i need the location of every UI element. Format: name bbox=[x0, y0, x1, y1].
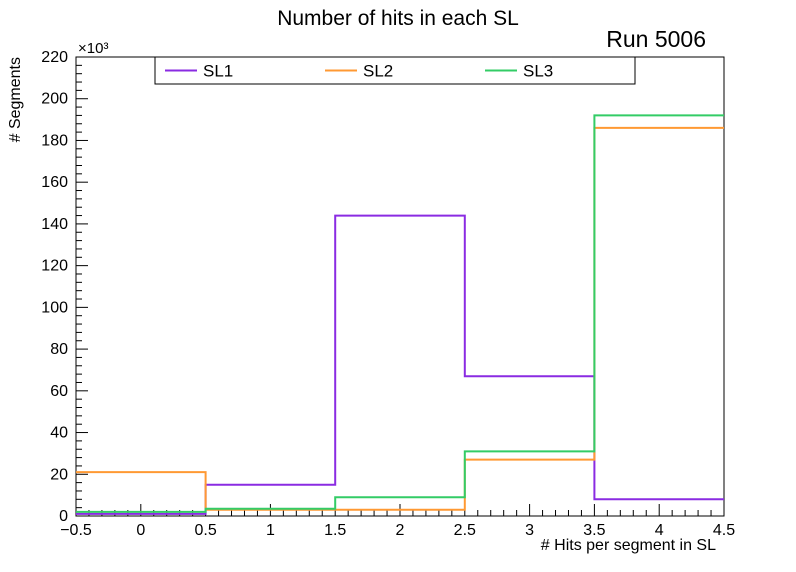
series-line-sl3 bbox=[76, 114, 724, 513]
y-tick-label: 140 bbox=[41, 216, 68, 233]
y-tick-label: 220 bbox=[41, 49, 68, 66]
chart-title: Number of hits in each SL bbox=[277, 7, 519, 30]
plot-frame bbox=[75, 56, 725, 517]
run-label: Run 5006 bbox=[606, 26, 706, 52]
legend-label-sl2: SL2 bbox=[363, 62, 393, 81]
y-tick-label: 0 bbox=[59, 508, 68, 525]
y-axis-multiplier: ×10³ bbox=[78, 40, 108, 57]
y-tick-label: 200 bbox=[41, 91, 68, 108]
y-tick-label: 80 bbox=[50, 341, 68, 358]
legend-label-sl1: SL1 bbox=[203, 62, 233, 81]
x-tick-label: 2 bbox=[396, 522, 405, 539]
y-tick-label: 180 bbox=[41, 132, 68, 149]
y-tick-label: 60 bbox=[50, 383, 68, 400]
x-tick-label: 1.5 bbox=[324, 522, 346, 539]
series-lines bbox=[76, 114, 724, 515]
x-tick-label: 1 bbox=[266, 522, 275, 539]
series-line-sl1 bbox=[76, 214, 724, 515]
y-tick-label: 40 bbox=[50, 425, 68, 442]
x-tick-label: 2.5 bbox=[454, 522, 476, 539]
y-tick-label: 160 bbox=[41, 174, 68, 191]
x-tick-label: 0 bbox=[136, 522, 145, 539]
y-tick-label: 20 bbox=[50, 466, 68, 483]
legend: SL1 SL2 SL3 bbox=[154, 56, 636, 85]
y-axis-title: # Segments bbox=[7, 57, 24, 142]
x-axis-title: # Hits per segment in SL bbox=[541, 537, 716, 554]
y-tick-label: 120 bbox=[41, 258, 68, 275]
x-tick-label: 4.5 bbox=[713, 522, 735, 539]
x-tick-label: −0.5 bbox=[60, 522, 92, 539]
legend-label-sl3: SL3 bbox=[523, 62, 553, 81]
series-line-sl2 bbox=[76, 126, 724, 511]
x-tick-label: 0.5 bbox=[194, 522, 216, 539]
x-tick-label: 3.5 bbox=[583, 522, 605, 539]
legend-box bbox=[154, 56, 636, 85]
y-tick-label: 100 bbox=[41, 299, 68, 316]
x-tick-label: 4 bbox=[655, 522, 664, 539]
x-tick-label: 3 bbox=[525, 522, 534, 539]
